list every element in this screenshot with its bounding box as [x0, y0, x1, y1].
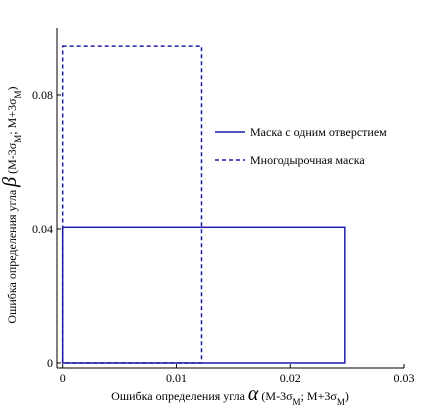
label-symbol: α	[248, 383, 259, 405]
legend-label: Маска с одним отверстием	[250, 125, 387, 139]
y-axis-label: Ошибка определения угла β (M-3σM; M+3σM)	[0, 86, 23, 323]
legend-label: Многодырочная маска	[250, 153, 365, 167]
label-part: Ошибка определения угла	[5, 187, 19, 324]
label-part: (M-3σ	[5, 142, 19, 177]
label-part: ; M+3σ	[5, 98, 19, 135]
label-sub: M	[13, 90, 23, 98]
x-tick-label: 0.02	[280, 371, 301, 385]
y-tick-label: 0.04	[32, 222, 53, 236]
label-part: (M-3σ	[258, 389, 293, 403]
label-sub: M	[293, 397, 301, 407]
label-sub: M	[337, 397, 345, 407]
x-tick-label: 0.01	[166, 371, 187, 385]
x-tick-label: 0.03	[394, 371, 415, 385]
y-tick-label: 0.08	[32, 88, 53, 102]
label-part: ; M+3σ	[301, 389, 338, 403]
label-sub: M	[13, 135, 23, 143]
label-symbol: β	[0, 177, 21, 188]
y-tick-label: 0	[47, 356, 53, 370]
range-box	[61, 45, 203, 364]
label-part: )	[5, 86, 19, 90]
label-part: )	[345, 389, 349, 403]
x-axis-label: Ошибка определения угла α (M-3σM; M+3σM)	[111, 383, 349, 407]
label-part: Ошибка определения угла	[111, 389, 248, 403]
range-box	[61, 226, 346, 364]
x-tick-label: 0	[60, 371, 66, 385]
